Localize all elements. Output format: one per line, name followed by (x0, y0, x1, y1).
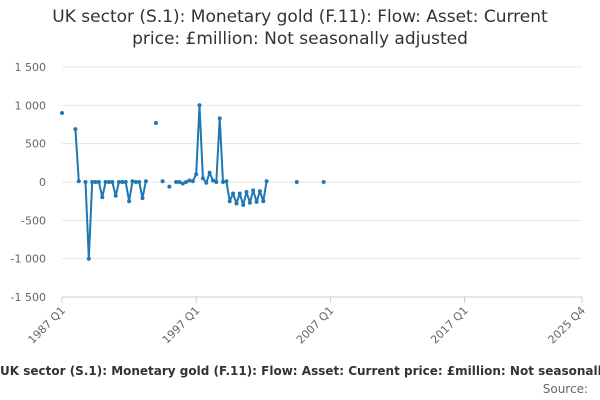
data-point[interactable] (103, 180, 108, 184)
data-point[interactable] (204, 180, 209, 185)
data-point[interactable] (123, 180, 128, 184)
data-point[interactable] (264, 179, 269, 184)
data-point[interactable] (120, 180, 125, 184)
data-point[interactable] (100, 195, 105, 200)
chart-title-line-1: UK sector (S.1): Monetary gold (F.11): F… (52, 7, 548, 27)
data-point[interactable] (113, 193, 118, 198)
data-point[interactable] (200, 176, 205, 181)
data-point[interactable] (247, 200, 252, 205)
data-point[interactable] (257, 189, 262, 194)
data-point[interactable] (234, 201, 239, 206)
data-point[interactable] (160, 179, 165, 184)
y-tick-label: -1 500 (11, 291, 46, 304)
series-line (74, 129, 80, 182)
data-point[interactable] (130, 179, 135, 184)
x-tick-label: 1997 Q1 (160, 304, 203, 347)
data-point[interactable] (133, 180, 138, 184)
data-point[interactable] (190, 179, 195, 184)
series-points (60, 103, 326, 261)
y-tick-label: 500 (25, 138, 46, 151)
data-point[interactable] (211, 178, 215, 183)
chart-title-line-2: price: £million: Not seasonally adjusted (132, 29, 468, 49)
data-point[interactable] (194, 172, 199, 177)
data-point[interactable] (107, 180, 111, 184)
y-tick-label: 1 500 (15, 61, 47, 74)
data-point[interactable] (60, 111, 64, 115)
data-point[interactable] (177, 180, 182, 184)
data-point[interactable] (86, 256, 91, 261)
source-label: Source: (542, 382, 588, 396)
data-point[interactable] (244, 190, 249, 194)
data-point[interactable] (140, 196, 145, 201)
data-point[interactable] (110, 180, 115, 184)
data-point[interactable] (231, 191, 236, 196)
y-tick-label: -1 000 (11, 253, 46, 266)
data-point[interactable] (241, 203, 246, 207)
data-point[interactable] (261, 199, 266, 204)
data-point[interactable] (207, 170, 212, 175)
data-point[interactable] (90, 180, 95, 184)
y-axis: -1 500 -1 000 -500 0 500 1 000 1 500 (11, 61, 46, 304)
x-tick-label: 2007 Q1 (294, 304, 337, 347)
y-tick-label: -500 (21, 214, 46, 227)
data-point[interactable] (187, 178, 192, 183)
data-point[interactable] (127, 199, 132, 204)
data-point[interactable] (184, 180, 189, 184)
data-point[interactable] (83, 180, 88, 184)
data-point[interactable] (224, 179, 229, 184)
y-tick-label: 1 000 (15, 99, 47, 112)
data-point[interactable] (251, 188, 256, 193)
legend[interactable]: UK sector (S.1): Monetary gold (F.11): F… (0, 364, 600, 384)
legend-item-label[interactable]: UK sector (S.1): Monetary gold (F.11): F… (0, 364, 600, 378)
data-point[interactable] (174, 180, 179, 184)
data-point[interactable] (217, 116, 222, 121)
data-point[interactable] (143, 179, 148, 184)
data-point[interactable] (73, 127, 78, 132)
x-tick-label: 2025 Q4 (546, 304, 589, 347)
x-tick-label: 1987 Q1 (26, 304, 69, 347)
data-point[interactable] (93, 180, 98, 184)
data-point[interactable] (321, 180, 326, 184)
data-point[interactable] (76, 179, 81, 184)
chart-title: UK sector (S.1): Monetary gold (F.11): F… (0, 6, 600, 50)
data-point[interactable] (221, 180, 225, 184)
data-point[interactable] (294, 180, 299, 184)
data-point[interactable] (237, 191, 242, 196)
y-tick-label: 0 (39, 176, 46, 189)
data-point[interactable] (227, 199, 232, 204)
data-point[interactable] (167, 184, 172, 189)
data-point[interactable] (214, 180, 219, 184)
x-axis: 1987 Q1 1997 Q1 2007 Q1 2017 Q1 2025 Q4 (26, 296, 589, 347)
data-point[interactable] (180, 181, 185, 186)
data-point[interactable] (153, 121, 158, 125)
x-tick-label: 2017 Q1 (428, 304, 471, 347)
data-point[interactable] (96, 180, 101, 184)
data-point[interactable] (117, 180, 121, 184)
data-point[interactable] (137, 180, 142, 184)
data-point[interactable] (254, 199, 259, 204)
data-point[interactable] (197, 103, 202, 108)
